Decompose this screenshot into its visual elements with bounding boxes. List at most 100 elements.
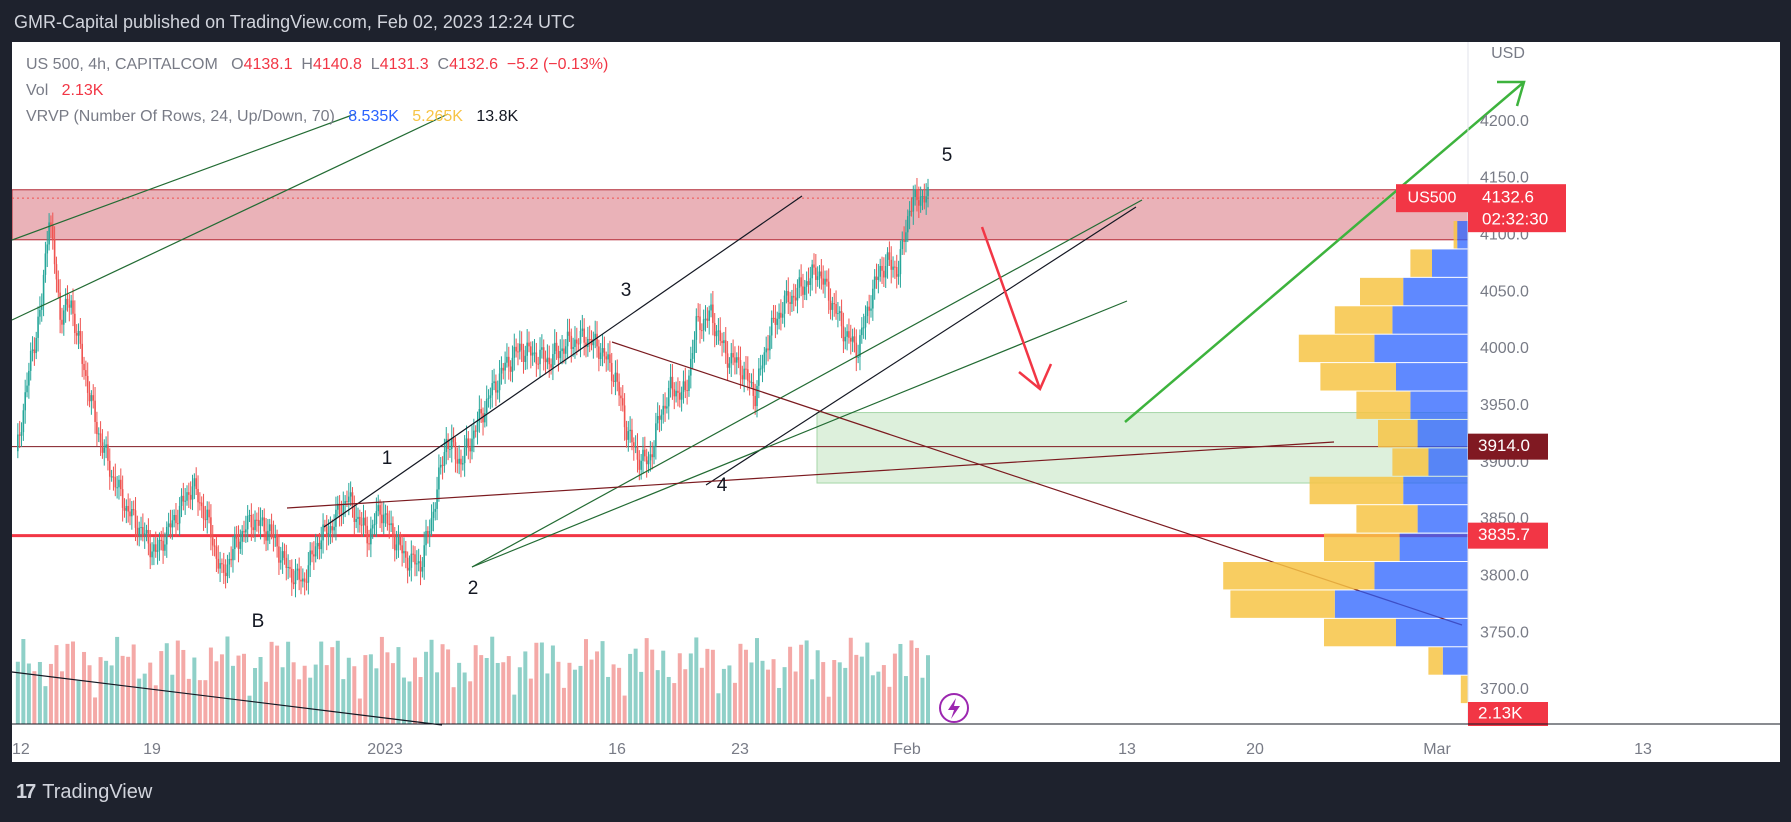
candle-body: [577, 343, 580, 345]
current-price-countdown: 02:32:30: [1482, 210, 1548, 229]
channel-upper-black: [323, 195, 803, 528]
candle-body: [895, 267, 898, 277]
volume-bar: [848, 637, 853, 724]
volume-bar: [694, 637, 699, 724]
candle-body: [642, 449, 644, 461]
candle-body: [313, 554, 315, 557]
candle-body: [254, 519, 256, 531]
candle-body: [903, 239, 905, 243]
volume-bar: [716, 693, 721, 724]
candle-body: [388, 523, 391, 526]
chart-area[interactable]: B 1 2 3 4 5 USD 4200.0 4150.0 4100.0 4050.0 4000.0 3…: [12, 42, 1780, 762]
candle-body: [522, 350, 525, 362]
candle-body: [923, 196, 926, 203]
vrvp-down-bar: [1428, 647, 1443, 675]
volume-bar: [617, 667, 622, 724]
vrvp-down-bar: [1320, 363, 1396, 391]
legend-vrvp-up: 8.535K: [348, 108, 399, 125]
y-tick-label: 4150.0: [1480, 170, 1529, 187]
volume-bar: [98, 657, 103, 724]
y-tick-label: 4000.0: [1480, 340, 1529, 357]
candle-body: [899, 249, 902, 275]
volume-bar: [21, 639, 26, 724]
vrvp-down-bar: [1392, 448, 1429, 476]
candle-body: [829, 300, 832, 310]
volume-bar: [219, 654, 224, 724]
candle-body: [568, 331, 571, 336]
candle-body: [618, 381, 620, 396]
candle-body: [180, 495, 183, 506]
volume-bar: [479, 655, 484, 724]
candle-body: [680, 391, 683, 400]
candle-body: [837, 313, 839, 315]
candle-body: [713, 322, 716, 337]
candle-body: [362, 517, 365, 526]
candle-body: [311, 550, 313, 555]
candle-body: [892, 266, 894, 270]
candle-body: [599, 352, 602, 359]
candle-body: [833, 303, 836, 305]
candle-body: [375, 511, 378, 524]
volume-bar: [777, 687, 782, 724]
vrvp-down-bar: [1334, 306, 1393, 334]
volume-bar: [457, 662, 462, 724]
candle-body: [465, 438, 468, 448]
volume-bar: [104, 660, 109, 724]
candle-body: [245, 529, 247, 533]
volume-bar: [473, 645, 478, 724]
candle-body: [373, 523, 376, 526]
legend-h-key: H: [301, 56, 313, 73]
vrvp-up-bar: [1399, 533, 1468, 562]
candle-body: [274, 535, 277, 539]
candle-body: [184, 500, 186, 502]
vrvp-up-bar: [1392, 306, 1468, 334]
candle-body: [671, 376, 674, 390]
candle-body: [17, 434, 19, 452]
candle-body: [143, 533, 146, 536]
candle-body: [123, 507, 126, 511]
candle-body: [452, 438, 455, 443]
volume-bar: [589, 659, 594, 724]
candle-body: [478, 409, 481, 423]
candle-body: [471, 438, 473, 452]
candle-body: [879, 265, 881, 277]
candle-body: [138, 527, 140, 536]
candle-body: [368, 543, 370, 545]
candle-body: [826, 278, 828, 282]
volume-bar: [297, 679, 302, 724]
price-chart[interactable]: B12345USD4200.04150.04100.04050.04000.03…: [12, 42, 1780, 762]
candle-body: [320, 540, 323, 550]
candle-body: [230, 558, 232, 561]
vrvp-down-bar: [1298, 334, 1375, 363]
volume-bar: [192, 657, 197, 724]
candle-body: [70, 300, 72, 308]
volume-bar: [622, 695, 627, 724]
candle-body: [377, 505, 380, 512]
candle-body: [39, 309, 41, 317]
volume-bar: [43, 686, 48, 724]
volume-bar: [374, 668, 379, 724]
candle-body: [228, 558, 231, 565]
candle-body: [686, 390, 688, 392]
vrvp-down-bar: [1324, 618, 1396, 647]
candle-body: [35, 337, 38, 354]
candle-body: [770, 317, 773, 336]
vrvp-up-bar: [1417, 505, 1468, 533]
candle-body: [72, 300, 74, 314]
volume-bar: [595, 651, 600, 724]
candle-body: [688, 375, 690, 391]
bearish-arrowhead: [1018, 363, 1053, 392]
candle-body: [546, 357, 549, 363]
candle-body: [235, 534, 238, 539]
candle-body: [592, 339, 595, 346]
candle-body: [883, 270, 885, 278]
trendline-upper-green-2: [12, 113, 449, 321]
volume-bar: [611, 664, 616, 724]
candle-body: [881, 265, 883, 271]
candle-body: [818, 271, 821, 277]
volume-profile: [1223, 221, 1468, 704]
candle-body: [789, 302, 791, 304]
candle-body: [531, 352, 534, 356]
candle-body: [239, 541, 242, 549]
candle-body: [386, 513, 389, 524]
